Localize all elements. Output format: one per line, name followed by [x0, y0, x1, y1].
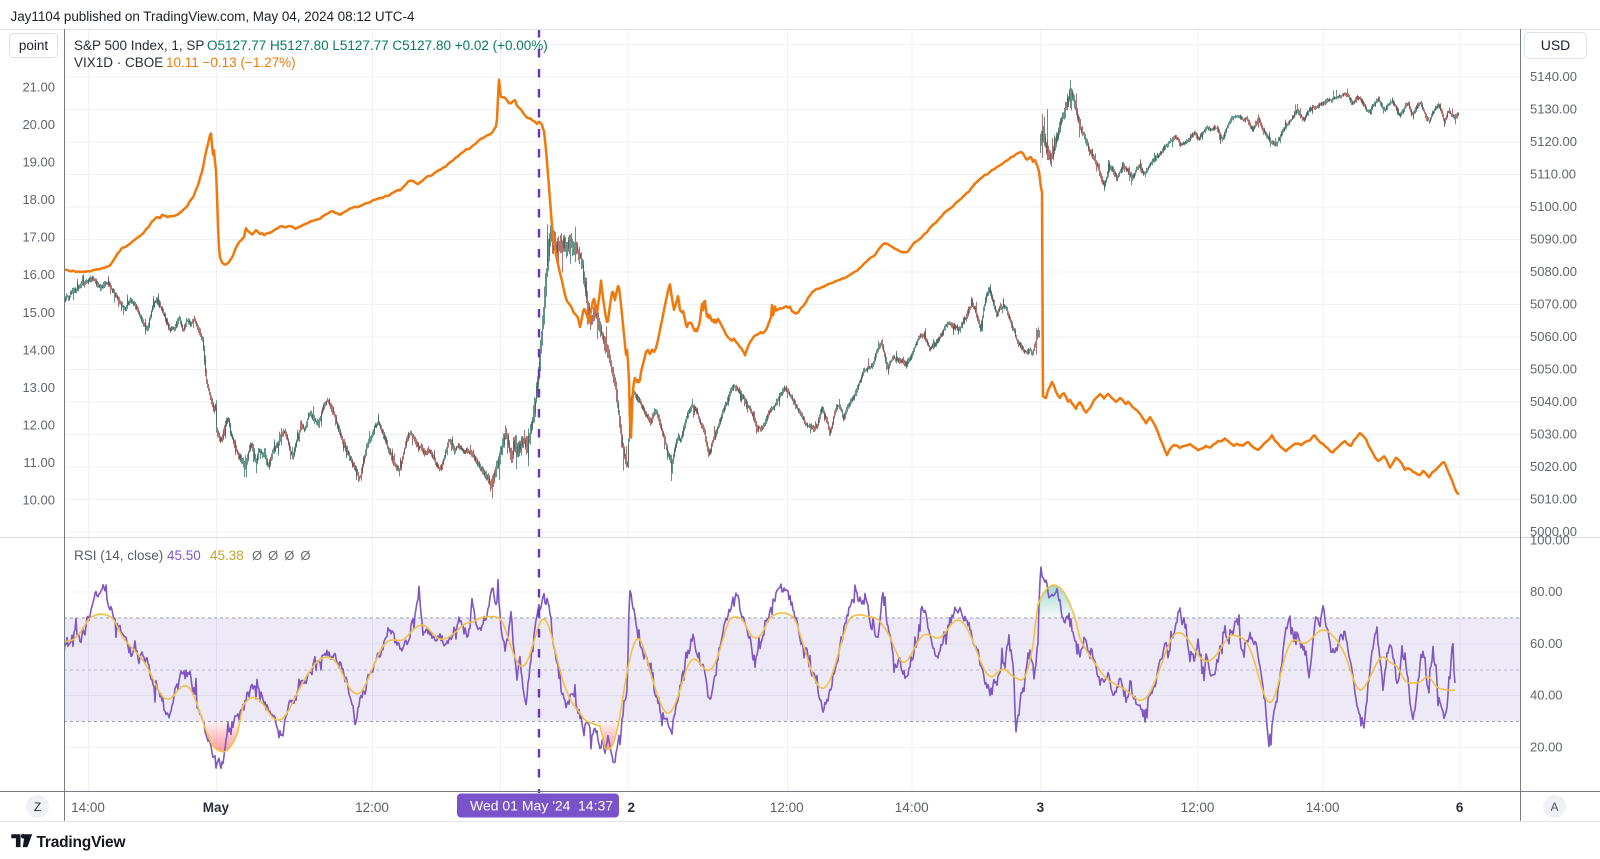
svg-text:5130.00: 5130.00	[1530, 101, 1577, 116]
svg-text:17.00: 17.00	[22, 230, 55, 245]
svg-text:5070.00: 5070.00	[1530, 296, 1577, 311]
svg-text:ØØØØ: ØØØØ	[252, 548, 316, 563]
svg-text:point: point	[19, 38, 49, 53]
svg-text:VIX1D · CBOE: VIX1D · CBOE	[74, 55, 163, 70]
svg-text:5110.00: 5110.00	[1530, 166, 1576, 181]
svg-text:5060.00: 5060.00	[1530, 329, 1577, 344]
svg-text:45.50: 45.50	[167, 548, 201, 563]
svg-text:16.00: 16.00	[22, 267, 55, 282]
svg-text:TradingView: TradingView	[37, 834, 127, 851]
svg-text:80.00: 80.00	[1530, 584, 1563, 599]
svg-text:60.00: 60.00	[1530, 636, 1563, 651]
svg-text:Z: Z	[34, 800, 41, 814]
svg-text:May: May	[203, 800, 230, 815]
svg-text:100.00: 100.00	[1530, 533, 1570, 548]
svg-text:45.38: 45.38	[210, 548, 244, 563]
svg-text:5050.00: 5050.00	[1530, 361, 1577, 376]
svg-text:12:00: 12:00	[770, 800, 804, 815]
svg-text:13.00: 13.00	[22, 380, 55, 395]
svg-text:14:00: 14:00	[71, 800, 105, 815]
svg-text:12:00: 12:00	[355, 800, 389, 815]
svg-text:18.00: 18.00	[22, 192, 55, 207]
svg-text:5090.00: 5090.00	[1530, 231, 1577, 246]
svg-text:5140.00: 5140.00	[1530, 69, 1577, 84]
svg-text:5120.00: 5120.00	[1530, 134, 1577, 149]
svg-text:3: 3	[1037, 800, 1045, 815]
svg-text:S&P 500 Index, 1, SP: S&P 500 Index, 1, SP	[74, 38, 204, 53]
svg-text:5010.00: 5010.00	[1530, 491, 1577, 506]
svg-text:5080.00: 5080.00	[1530, 264, 1577, 279]
svg-text:USD: USD	[1541, 37, 1571, 53]
svg-text:14:37: 14:37	[578, 798, 613, 814]
svg-text:19.00: 19.00	[22, 155, 55, 170]
svg-text:A: A	[1550, 800, 1558, 814]
svg-text:20.00: 20.00	[22, 117, 55, 132]
svg-text:10.00: 10.00	[22, 493, 55, 508]
svg-text:RSI (14, close): RSI (14, close)	[74, 548, 163, 563]
svg-text:12.00: 12.00	[22, 417, 55, 432]
svg-text:14:00: 14:00	[895, 800, 929, 815]
svg-text:Wed 01 May '24: Wed 01 May '24	[470, 798, 571, 814]
svg-text:5000.00: 5000.00	[1530, 524, 1577, 539]
svg-text:Jay1104 published on TradingVi: Jay1104 published on TradingView.com, Ma…	[11, 9, 415, 24]
svg-text:10.11 −0.13 (−1.27%): 10.11 −0.13 (−1.27%)	[166, 55, 296, 70]
svg-text:11.00: 11.00	[23, 455, 55, 470]
svg-text:2: 2	[628, 800, 636, 815]
svg-text:O5127.77 H5127.80 L5127.77: O5127.77 H5127.80 L5127.77 C5127.80 +0.0…	[207, 38, 548, 53]
svg-text:5100.00: 5100.00	[1530, 199, 1577, 214]
svg-text:15.00: 15.00	[22, 305, 55, 320]
svg-text:14.00: 14.00	[22, 342, 55, 357]
svg-text:5040.00: 5040.00	[1530, 394, 1577, 409]
svg-text:40.00: 40.00	[1530, 688, 1563, 703]
svg-text:21.00: 21.00	[22, 80, 55, 95]
svg-text:12:00: 12:00	[1181, 800, 1215, 815]
svg-text:14:00: 14:00	[1306, 800, 1340, 815]
svg-text:5020.00: 5020.00	[1530, 459, 1577, 474]
svg-text:6: 6	[1456, 800, 1464, 815]
svg-text:20.00: 20.00	[1530, 739, 1563, 754]
svg-text:5030.00: 5030.00	[1530, 426, 1577, 441]
